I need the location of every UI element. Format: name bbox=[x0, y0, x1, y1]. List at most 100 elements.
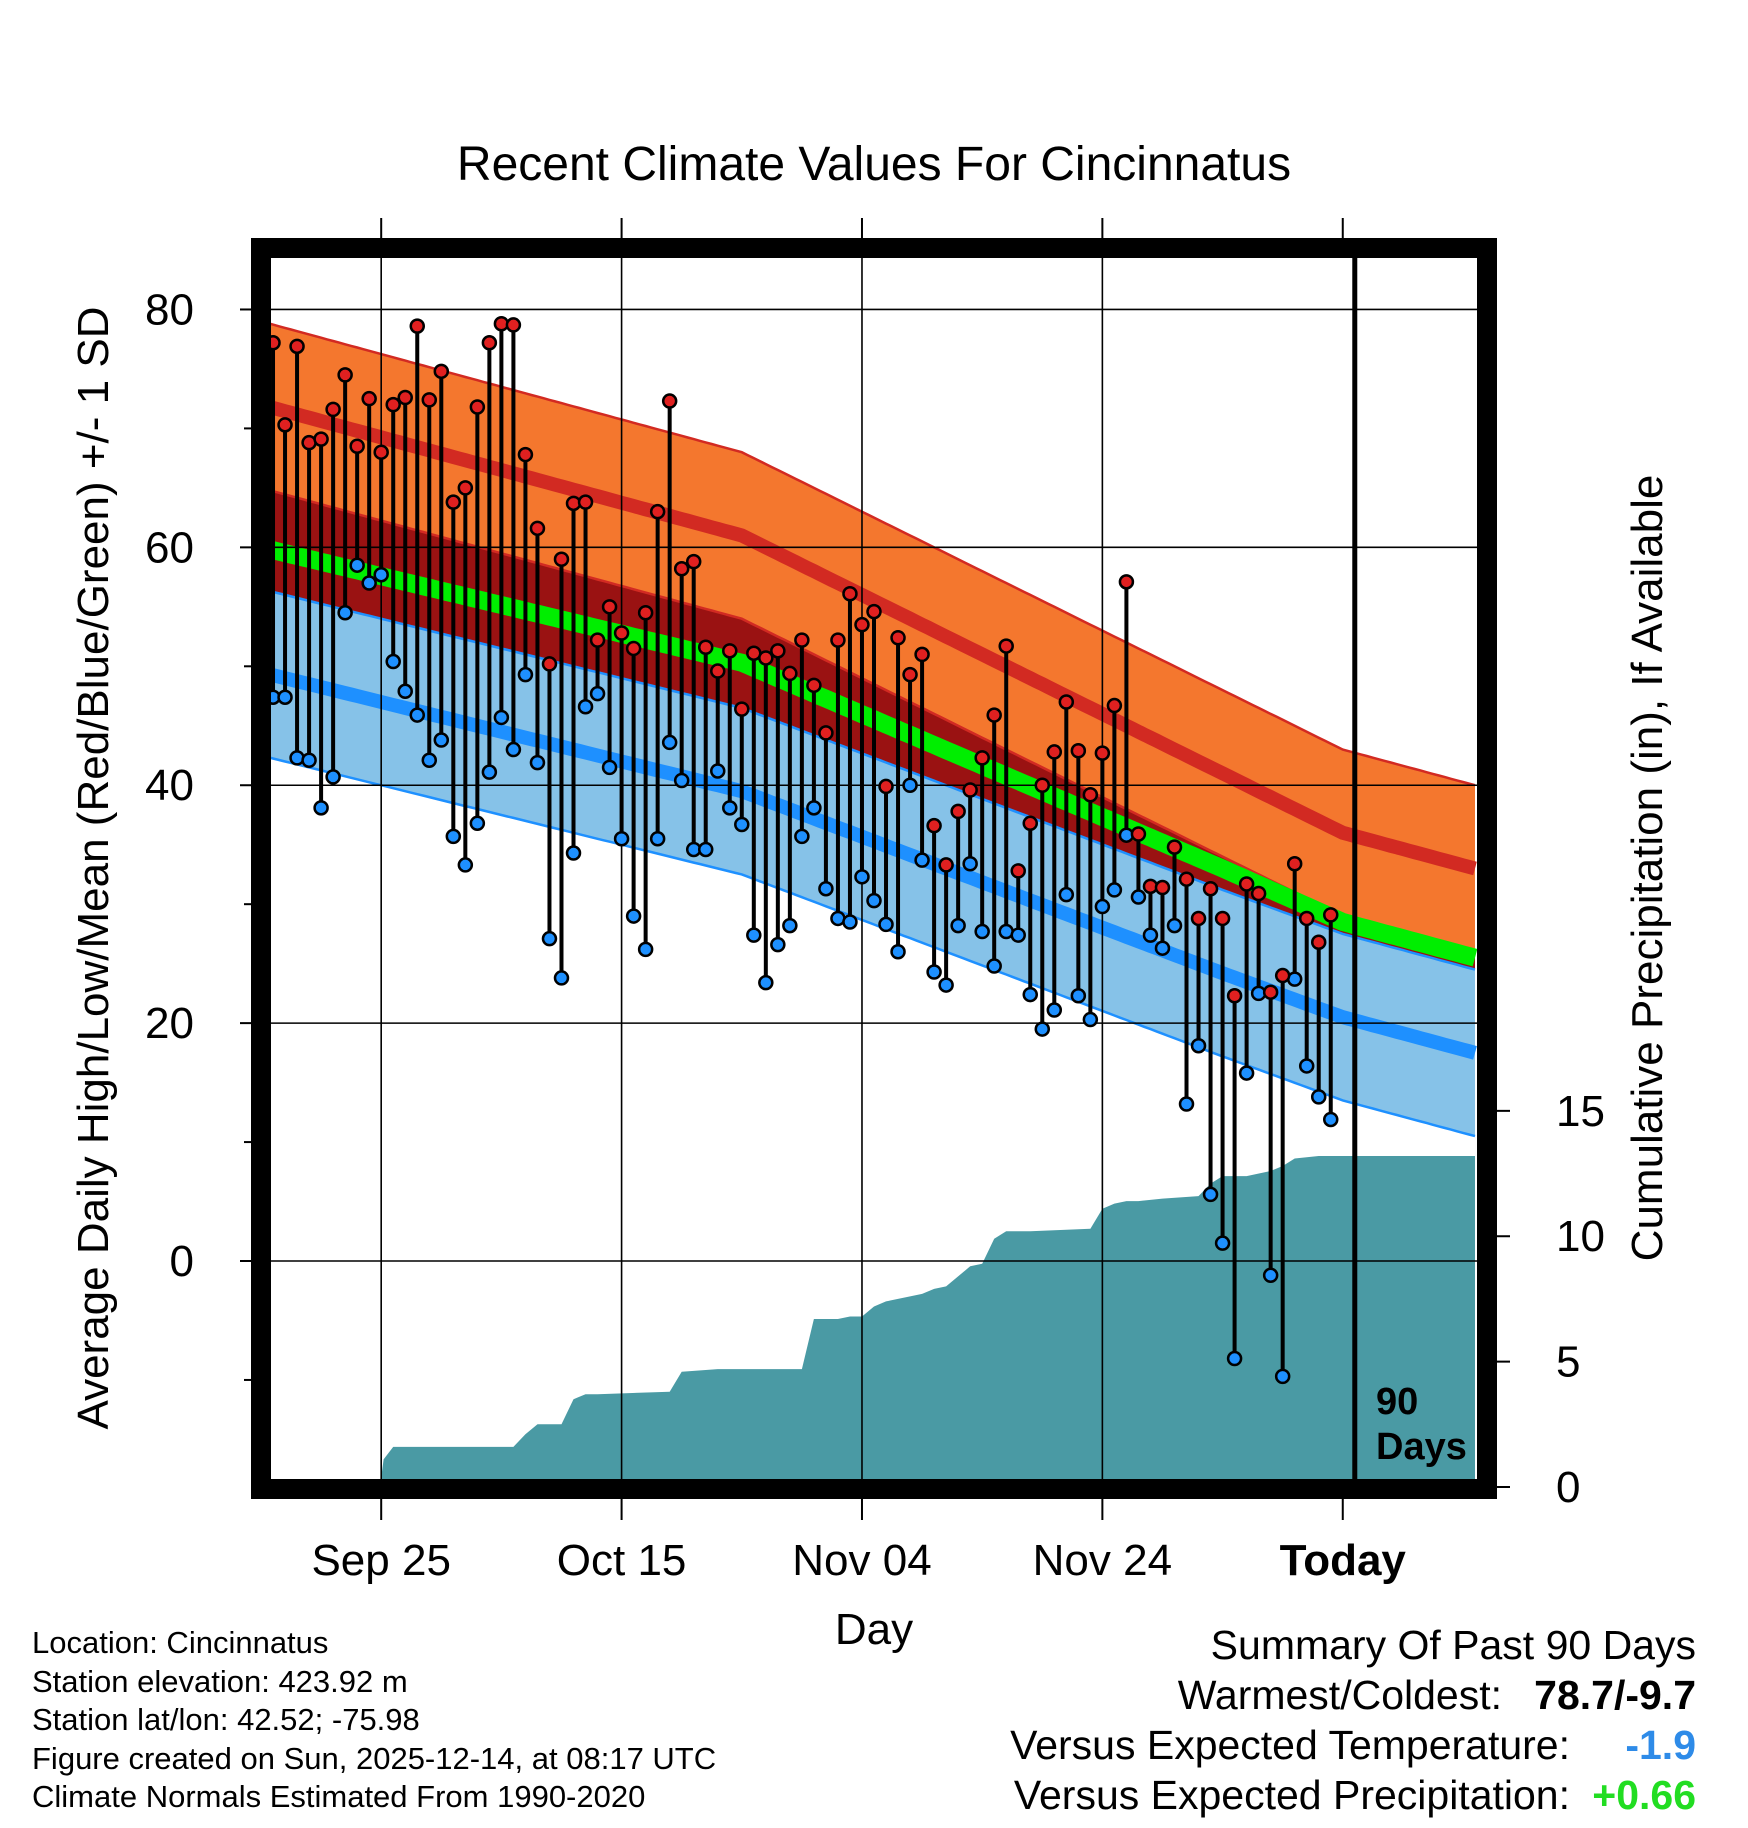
daily-high-point bbox=[734, 701, 750, 717]
daily-low-point bbox=[1190, 1037, 1207, 1054]
daily-low-point bbox=[1046, 1002, 1063, 1018]
daily-high-point bbox=[1034, 777, 1051, 793]
daily-low-point bbox=[649, 831, 666, 847]
normal-high-upper-edge bbox=[261, 320, 1476, 787]
today-days-number: 90 bbox=[1376, 1381, 1418, 1423]
daily-low-point bbox=[661, 734, 678, 751]
daily-high-point bbox=[709, 663, 726, 679]
station-info: Location: Cincinnatus Station elevation:… bbox=[32, 1624, 716, 1817]
daily-low-point bbox=[974, 923, 990, 940]
daily-low-point bbox=[517, 666, 534, 683]
daily-high-point bbox=[1118, 574, 1135, 590]
daily-low-point bbox=[1262, 1267, 1279, 1284]
y-axis-right-label: Cumulative Precipitation (in), If Availa… bbox=[1623, 475, 1672, 1262]
daily-high-point bbox=[890, 630, 906, 646]
y-axis-left-label: Average Daily High/Low/Mean (Red/Blue/Gr… bbox=[69, 307, 118, 1430]
daily-low-point bbox=[373, 566, 389, 583]
daily-high-point bbox=[914, 646, 930, 663]
daily-high-point bbox=[601, 599, 618, 615]
created-line: Figure created on Sun, 2025-12-14, at 08… bbox=[32, 1740, 717, 1776]
x-tick-label: Sep 25 bbox=[311, 1536, 450, 1585]
daily-low-point bbox=[1274, 1368, 1291, 1385]
plot-area bbox=[261, 250, 1487, 1487]
daily-low-point bbox=[277, 689, 293, 705]
y-left-tick-label: 0 bbox=[170, 1237, 194, 1286]
daily-low-point bbox=[866, 892, 882, 909]
daily-high-point bbox=[842, 585, 858, 602]
daily-high-point bbox=[1190, 910, 1207, 927]
daily-high-point bbox=[1070, 742, 1087, 759]
daily-high-point bbox=[758, 650, 774, 666]
daily-high-point bbox=[878, 778, 894, 795]
today-days-label: Days bbox=[1376, 1426, 1467, 1468]
daily-low-point bbox=[986, 958, 1002, 974]
daily-low-point bbox=[1214, 1235, 1231, 1251]
daily-high-point bbox=[1298, 910, 1315, 927]
daily-high-point bbox=[854, 616, 870, 633]
daily-high-point bbox=[770, 643, 786, 659]
daily-low-point bbox=[361, 575, 377, 591]
daily-high-point bbox=[938, 857, 954, 873]
daily-low-point bbox=[1106, 882, 1123, 898]
daily-high-point bbox=[673, 561, 690, 577]
daily-low-point bbox=[1142, 927, 1159, 943]
daily-low-point bbox=[541, 930, 558, 947]
daily-high-point bbox=[1262, 984, 1279, 1000]
y-right-tick-label: 0 bbox=[1556, 1463, 1580, 1512]
daily-low-point bbox=[673, 772, 690, 789]
daily-high-point bbox=[1250, 885, 1267, 902]
plot-frame bbox=[251, 238, 1497, 1499]
normal-low-upper-edge bbox=[261, 587, 1476, 971]
daily-high-point bbox=[926, 817, 942, 834]
daily-low-point bbox=[577, 698, 594, 715]
daily-low-point bbox=[1166, 917, 1183, 934]
normal-low-band bbox=[261, 589, 1475, 1137]
daily-low-point bbox=[926, 964, 942, 980]
daily-high-point bbox=[361, 390, 377, 407]
daily-high-point bbox=[1226, 988, 1243, 1004]
daily-low-point bbox=[1298, 1058, 1315, 1074]
daily-low-point bbox=[349, 557, 365, 573]
daily-high-point bbox=[902, 666, 918, 683]
daily-high-point bbox=[1274, 967, 1291, 984]
daily-high-point bbox=[397, 389, 413, 406]
daily-low-point bbox=[529, 754, 546, 771]
daily-high-point bbox=[794, 632, 810, 648]
daily-low-point bbox=[722, 800, 738, 816]
daily-high-point bbox=[277, 417, 293, 433]
daily-high-point bbox=[553, 551, 570, 567]
daily-low-point bbox=[842, 914, 858, 930]
daily-low-point bbox=[565, 845, 582, 861]
daily-high-point bbox=[1286, 855, 1303, 872]
daily-high-point bbox=[1010, 863, 1026, 879]
daily-low-point bbox=[1022, 986, 1039, 1003]
daily-high-point bbox=[782, 665, 798, 682]
daily-high-point bbox=[1022, 815, 1039, 832]
daily-low-point bbox=[1178, 1096, 1195, 1112]
daily-low-point bbox=[445, 828, 462, 845]
daily-low-point bbox=[1034, 1021, 1051, 1037]
daily-low-point bbox=[854, 869, 870, 885]
y-left-tick-label: 60 bbox=[145, 523, 194, 572]
daily-low-point bbox=[301, 752, 317, 769]
daily-low-point bbox=[1058, 886, 1075, 903]
normal-high-band bbox=[261, 321, 1475, 952]
daily-high-point bbox=[1310, 934, 1327, 950]
daily-low-point bbox=[709, 763, 726, 779]
daily-high-point bbox=[337, 367, 353, 383]
daily-high-point bbox=[625, 640, 642, 657]
daily-high-point bbox=[373, 444, 389, 460]
daily-low-point bbox=[734, 816, 750, 833]
daily-high-point bbox=[457, 480, 474, 496]
daily-high-point bbox=[1130, 826, 1147, 842]
daily-high-point bbox=[433, 363, 450, 380]
daily-low-point bbox=[1130, 889, 1147, 905]
summary-value: +0.66 bbox=[1592, 1772, 1696, 1818]
y-left-tick-label: 40 bbox=[145, 761, 194, 810]
daily-high-point bbox=[613, 625, 630, 641]
daily-high-point bbox=[1046, 744, 1063, 760]
daily-low-point bbox=[770, 936, 786, 953]
daily-low-point bbox=[818, 880, 834, 897]
x-tick-label: Today bbox=[1280, 1536, 1407, 1585]
daily-high-point bbox=[541, 656, 558, 672]
